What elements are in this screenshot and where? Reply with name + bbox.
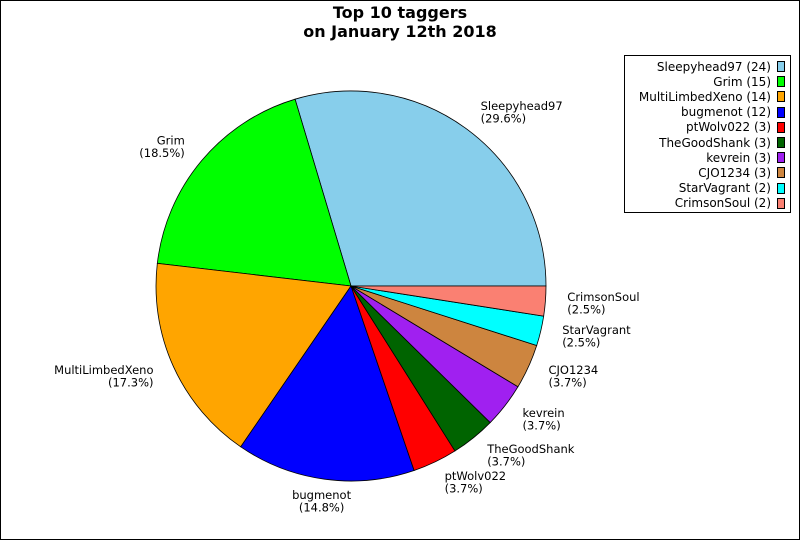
legend-label: kevrein (3) [706,150,771,165]
pie-slice-sleepyhead97 [294,90,547,287]
legend-swatch [777,76,785,88]
legend-item: ptWolv022 (3) [625,120,790,135]
legend-item: CrimsonSoul (2) [625,196,790,211]
legend-swatch [777,121,785,133]
legend-swatch [777,152,785,164]
legend-item: kevrein (3) [625,150,790,165]
slice-label-thegoodshank: TheGoodShank (3.7%) [486,442,575,469]
slice-label-percent: (18.5%) [139,146,185,160]
legend-label: MultiLimbedXeno (14) [638,89,771,104]
pie-slice-multilimbedxeno [155,262,352,448]
legend-label: Sleepyhead97 (24) [656,59,771,74]
legend-swatch [777,106,785,118]
slice-label-percent: (3.7%) [445,481,483,495]
legend-item: TheGoodShank (3) [625,135,790,150]
slice-label-cjo1234: CJO1234 (3.7%) [549,363,599,390]
legend-item: CJO1234 (3) [625,165,790,180]
slice-label-bugmenot: bugmenot (14.8%) [292,488,351,515]
chart-title-line-1: Top 10 taggers [332,3,468,22]
slice-label-sleepyhead97: Sleepyhead97 (29.6%) [481,99,563,126]
chart-title-line-2: on January 12th 2018 [303,22,497,41]
legend-label: ptWolv022 (3) [686,120,771,135]
legend-label: StarVagrant (2) [678,181,771,196]
slice-label-name: kevrein [523,406,565,420]
slice-label-name: bugmenot [292,488,351,502]
slice-label-grim: Grim (18.5%) [139,134,185,161]
legend-swatch [777,167,785,179]
pie-slice-crimsonsoul [350,285,547,317]
pie-slice-grim [156,98,352,287]
slice-label-kevrein: kevrein (3.7%) [523,406,565,433]
legend-label: bugmenot (12) [680,105,771,120]
legend-label: CrimsonSoul (2) [674,196,771,211]
legend: Sleepyhead97 (24) Grim (15) MultiLimbedXen… [624,55,791,213]
legend-item: StarVagrant (2) [625,181,790,196]
slice-label-percent: (3.7%) [549,375,587,389]
slice-label-percent: (2.5%) [562,336,600,350]
slice-label-name: TheGoodShank [486,442,575,456]
slice-label-percent: (17.3%) [108,375,154,389]
legend-label: Grim (15) [713,74,771,89]
slice-label-ptwolv022: ptWolv022 (3.7%) [445,469,507,496]
legend-swatch [777,182,785,194]
legend-swatch [777,61,785,73]
slice-label-name: ptWolv022 [445,469,507,483]
slice-label-name: Sleepyhead97 [481,99,563,113]
slice-label-name: CJO1234 [549,363,599,377]
slice-label-starvagrant: StarVagrant (2.5%) [562,323,631,350]
slice-label-percent: (14.8%) [299,501,345,515]
slice-label-name: StarVagrant [562,323,631,337]
legend-label: TheGoodShank (3) [659,135,771,150]
slice-label-name: MultiLimbedXeno [54,363,153,377]
slice-label-percent: (3.7%) [523,418,561,432]
legend-swatch [777,197,785,209]
legend-item: Grim (15) [625,74,790,89]
slice-label-percent: (2.5%) [567,302,605,316]
legend-label: CJO1234 (3) [698,165,771,180]
slice-label-percent: (29.6%) [481,111,527,125]
slice-label-name: CrimsonSoul [567,290,639,304]
slice-label-name: Grim [157,134,185,148]
pie-slice-bugmenot [240,285,415,482]
legend-swatch [777,137,785,149]
slice-label-percent: (3.7%) [487,454,525,468]
legend-item: Sleepyhead97 (24) [625,59,790,74]
legend-item: bugmenot (12) [625,105,790,120]
slice-label-crimsonsoul: CrimsonSoul (2.5%) [567,290,639,317]
chart-title: Top 10 taggers on January 12th 2018 [1,3,799,41]
legend-swatch [777,91,785,103]
slice-label-multilimbedxeno: MultiLimbedXeno (17.3%) [54,363,153,390]
legend-item: MultiLimbedXeno (14) [625,89,790,104]
